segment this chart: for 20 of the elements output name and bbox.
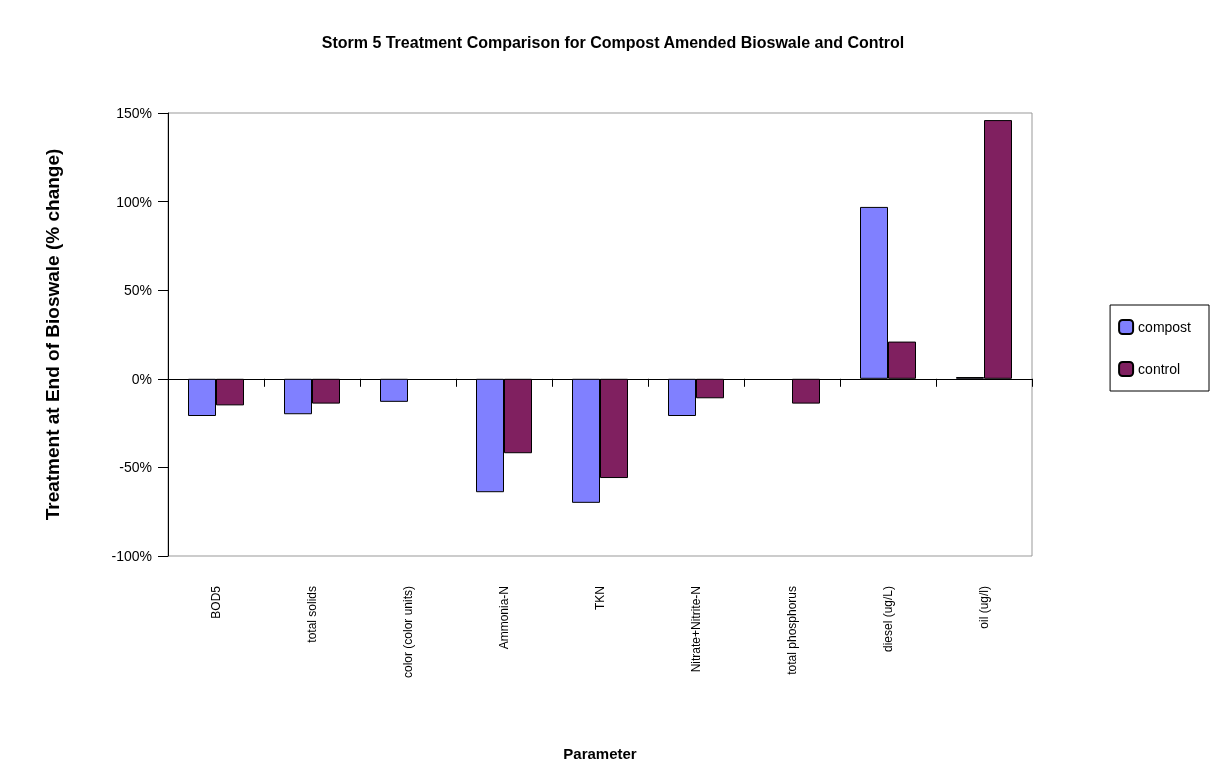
y-axis-title: Treatment at End of Bioswale (% change) [41, 148, 63, 521]
x-tick-label: total phosphorus [785, 586, 799, 675]
legend-label: control [1138, 361, 1181, 377]
x-tick-label: oil (ug/l) [977, 586, 991, 629]
x-tick-label: total solids [305, 586, 319, 643]
x-tick-label: color (color units) [401, 586, 415, 679]
x-tick-label: Nitrate+Nitrite-N [689, 586, 703, 673]
chart-title: Storm 5 Treatment Comparison for Compost Amended Bioswale and Control [321, 33, 905, 51]
x-tick-label: BOD5 [209, 585, 223, 619]
y-tick-label: 150% [116, 105, 152, 121]
x-axis-title: Parameter [563, 745, 637, 762]
y-tick-label: -100% [111, 548, 152, 564]
y-tick-label: 100% [116, 193, 152, 210]
x-tick-label: diesel (ug/L) [881, 586, 895, 653]
y-tick-label: 50% [123, 282, 152, 299]
y-tick-label: -50% [119, 459, 152, 476]
legend-label: compost [1138, 319, 1192, 335]
x-tick-label: Ammonia-N [497, 586, 511, 650]
y-tick-label: 0% [131, 370, 152, 387]
x-tick-label: TKN [593, 586, 607, 610]
